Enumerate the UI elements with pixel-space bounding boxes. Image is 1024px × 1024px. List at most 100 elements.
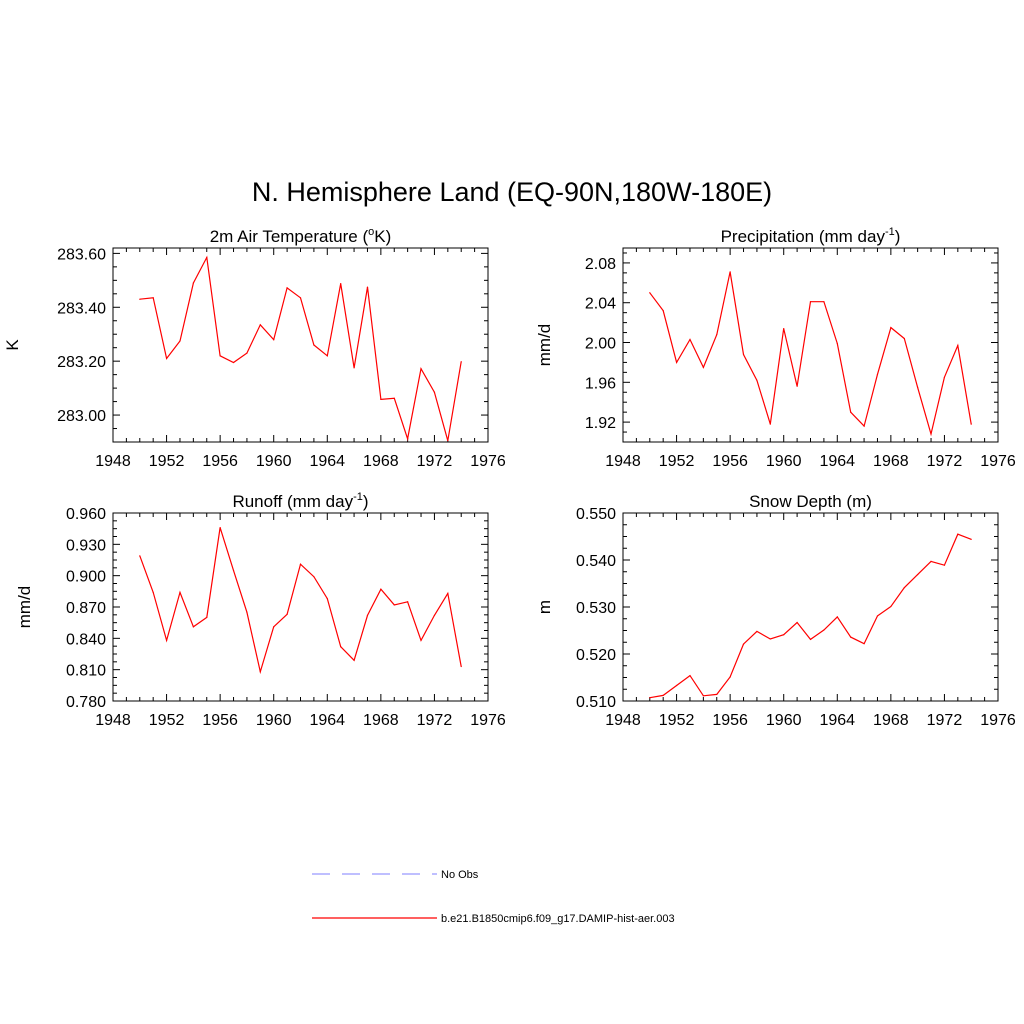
data-point (890, 326, 892, 329)
x-tick-label: 1968 (873, 453, 909, 470)
data-point (393, 397, 395, 399)
data-point (179, 591, 181, 593)
data-point (393, 604, 395, 606)
data-point (729, 676, 731, 678)
data-point (286, 613, 288, 615)
data-point (192, 282, 194, 284)
panels: 1948 1952 1956 1960 1964 1968 1972 1976 283.00 28… (3, 226, 1016, 729)
x-tick-label: 1964 (309, 712, 345, 729)
data-point (259, 324, 261, 326)
data-point (702, 695, 704, 697)
data-point (286, 287, 288, 289)
data-point (165, 357, 168, 360)
panel-title-tail: ) (895, 227, 901, 246)
y-tick-label: 0.870 (66, 600, 106, 617)
y-tick-label: 0.520 (576, 647, 616, 664)
data-point (460, 665, 462, 668)
panel-1: 1948 1952 1956 1960 1964 1968 1972 1976 283.00 28… (3, 226, 506, 470)
panel-title: 2m Air Temperature (oK) (210, 226, 392, 246)
data-point (756, 630, 758, 633)
panel-title-superscript: -1 (885, 226, 895, 238)
y-tick-label: 0.540 (576, 553, 616, 570)
data-point (917, 386, 919, 388)
data-point (326, 355, 328, 357)
data-point (313, 576, 315, 578)
x-tick-label: 1956 (712, 453, 748, 470)
x-tick-label: 1956 (202, 712, 238, 729)
data-point (353, 659, 355, 661)
panel-title-main: Precipitation (mm day (721, 227, 886, 246)
data-point (407, 438, 409, 440)
data-point (756, 379, 758, 381)
x-tick-label: 1952 (149, 453, 185, 470)
y-tick-label: 2.00 (585, 336, 616, 353)
x-tick-label: 1960 (256, 712, 292, 729)
data-point (729, 271, 731, 273)
data-point (823, 301, 825, 303)
x-tick-label: 1976 (980, 712, 1016, 729)
data-point (970, 538, 972, 540)
data-point (649, 292, 651, 294)
panel-title-main: Runoff (mm day (232, 492, 353, 511)
panel-title-main: 2m Air Temperature ( (210, 227, 369, 246)
data-point (809, 638, 812, 641)
panel-title-superscript: -1 (353, 491, 363, 503)
x-tick-label: 1960 (256, 453, 292, 470)
data-point (876, 373, 879, 375)
x-tick-label: 1972 (417, 453, 453, 470)
y-tick-label: 283.20 (57, 354, 106, 371)
x-tick-label: 1948 (605, 712, 641, 729)
data-point (943, 564, 946, 566)
data-point (420, 639, 422, 642)
x-tick-label: 1964 (309, 453, 345, 470)
data-point (340, 646, 342, 648)
y-axis-label: m (535, 600, 554, 614)
data-point (836, 342, 838, 345)
data-point (796, 385, 798, 387)
y-tick-label: 0.960 (66, 506, 106, 523)
data-point (943, 376, 946, 378)
x-tick-label: 1956 (202, 453, 238, 470)
panel-title-tail: K) (374, 227, 391, 246)
data-point (206, 256, 208, 259)
x-tick-label: 1964 (819, 712, 855, 729)
panel-title-main: Snow Depth (m) (749, 492, 872, 511)
data-point (903, 337, 905, 340)
data-point (152, 297, 154, 299)
data-point (662, 694, 664, 696)
data-point (716, 693, 718, 696)
data-point (273, 339, 275, 341)
y-tick-label: 0.550 (576, 506, 616, 523)
data-point (796, 621, 798, 624)
data-point (903, 587, 905, 589)
data-point (407, 601, 409, 603)
panel-title-tail: ) (363, 492, 369, 511)
y-tick-label: 283.00 (57, 408, 106, 425)
data-point (447, 592, 449, 595)
x-tick-label: 1960 (766, 453, 802, 470)
y-axis-label: mm/d (535, 324, 554, 367)
data-point (649, 697, 651, 699)
y-tick-label: 0.530 (576, 600, 616, 617)
panel-title: Runoff (mm day-1) (232, 491, 368, 511)
data-point (742, 353, 745, 356)
x-tick-label: 1952 (149, 712, 185, 729)
data-point (890, 605, 892, 608)
data-point (380, 588, 382, 590)
y-tick-label: 0.840 (66, 631, 106, 648)
data-point (366, 614, 369, 616)
y-axis-label: mm/d (15, 586, 34, 629)
data-point (326, 598, 328, 600)
data-point (769, 638, 771, 640)
data-point (957, 344, 959, 347)
data-point (823, 629, 825, 631)
data-point (219, 355, 221, 357)
y-tick-label: 1.92 (585, 415, 616, 432)
data-point (353, 367, 355, 369)
x-tick-label: 1964 (819, 453, 855, 470)
data-point (783, 327, 785, 330)
data-point (957, 533, 959, 535)
data-point (836, 616, 838, 618)
